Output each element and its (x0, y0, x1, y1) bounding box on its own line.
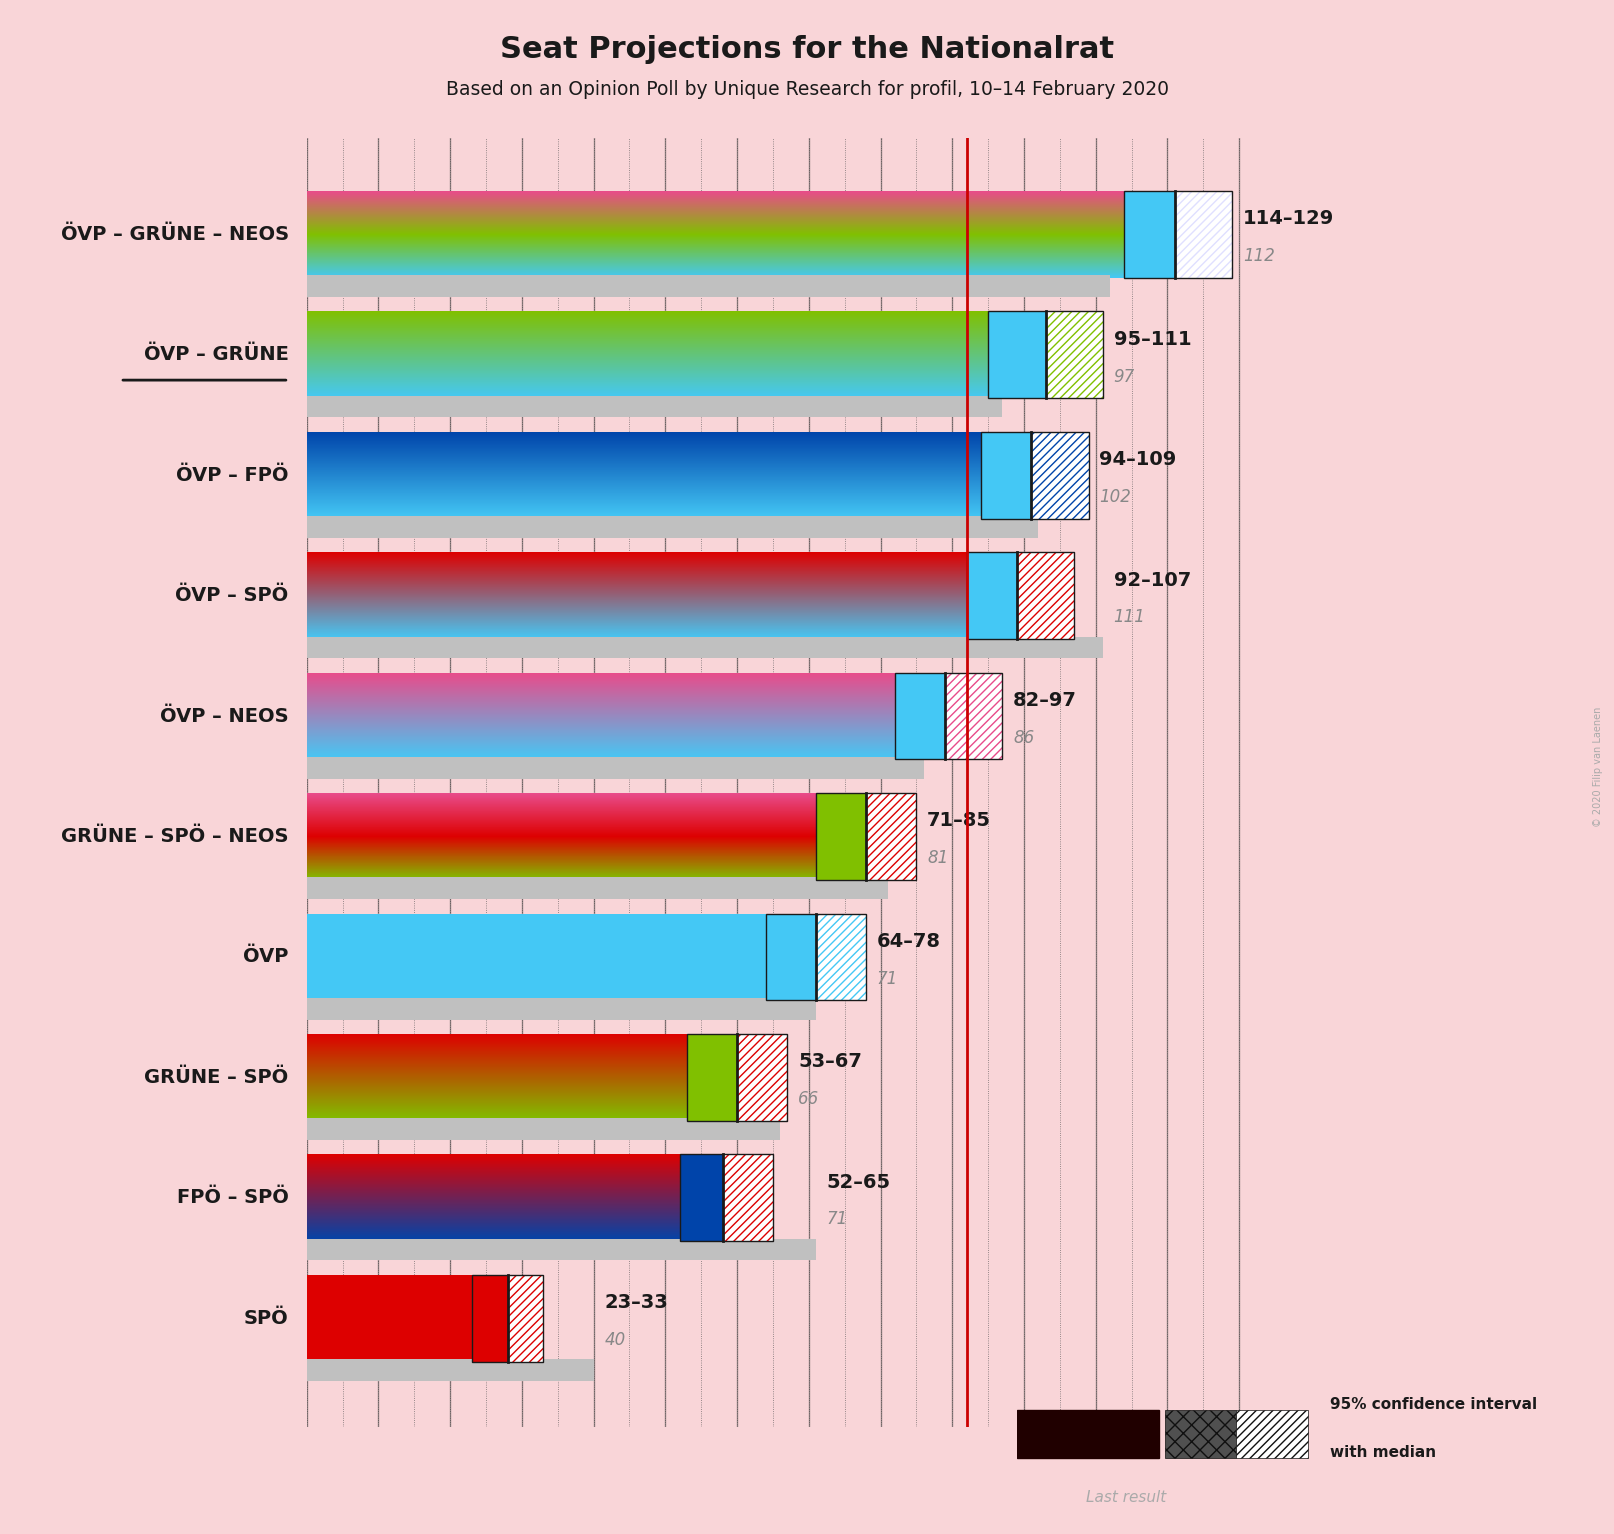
Text: 102: 102 (1099, 488, 1131, 506)
Bar (471, 1275, 507, 1362)
Text: ÖVP – SPÖ: ÖVP – SPÖ (176, 586, 289, 606)
Bar (307, 275, 1110, 298)
Bar (307, 637, 1102, 658)
Text: 94–109: 94–109 (1099, 449, 1177, 469)
Bar (738, 1034, 788, 1121)
Text: Last result: Last result (1086, 1491, 1167, 1505)
Text: GRÜNE – SPÖ – NEOS: GRÜNE – SPÖ – NEOS (61, 827, 289, 847)
Bar (1046, 311, 1102, 399)
Text: 95% confidence interval: 95% confidence interval (1330, 1397, 1537, 1411)
Text: 95–111: 95–111 (1114, 330, 1191, 348)
Text: Seat Projections for the Nationalrat: Seat Projections for the Nationalrat (500, 35, 1114, 64)
Text: © 2020 Filip van Laenen: © 2020 Filip van Laenen (1593, 707, 1603, 827)
Text: ÖVP – NEOS: ÖVP – NEOS (160, 707, 289, 726)
Text: 82–97: 82–97 (1014, 690, 1077, 710)
Bar (471, 1275, 544, 1362)
Bar (307, 999, 817, 1020)
Bar (307, 517, 1038, 538)
Bar (1125, 192, 1175, 278)
Bar (307, 914, 867, 1000)
Text: 52–65: 52–65 (826, 1172, 891, 1192)
Bar (817, 914, 867, 1000)
Bar (967, 552, 1075, 640)
Bar (981, 433, 1088, 518)
Text: FPÖ – SPÖ: FPÖ – SPÖ (178, 1189, 289, 1207)
Bar (988, 311, 1046, 399)
Text: 71–85: 71–85 (926, 811, 991, 830)
Bar (307, 877, 888, 899)
Bar (946, 673, 1002, 759)
Text: 23–33: 23–33 (604, 1293, 668, 1312)
Bar (867, 793, 917, 881)
Bar (1017, 1410, 1159, 1457)
Bar (307, 1359, 594, 1381)
Bar (1031, 433, 1088, 518)
Text: ÖVP – GRÜNE – NEOS: ÖVP – GRÜNE – NEOS (61, 225, 289, 244)
Bar (723, 1155, 773, 1241)
Bar (679, 1155, 723, 1241)
Text: ÖVP – GRÜNE: ÖVP – GRÜNE (144, 345, 289, 365)
Bar (817, 793, 867, 881)
Bar (967, 552, 1017, 640)
Text: 97: 97 (1114, 368, 1135, 385)
Bar (307, 396, 1002, 417)
Text: Based on an Opinion Poll by Unique Research for profil, 10–14 February 2020: Based on an Opinion Poll by Unique Resea… (445, 80, 1169, 98)
Bar (307, 1275, 544, 1362)
Text: 114–129: 114–129 (1243, 209, 1335, 229)
Bar (1165, 1410, 1236, 1457)
Bar (894, 673, 1002, 759)
Bar (688, 1034, 788, 1121)
Text: with median: with median (1330, 1445, 1436, 1460)
Text: 112: 112 (1243, 247, 1275, 265)
Bar (1236, 1410, 1307, 1457)
Text: 40: 40 (604, 1332, 626, 1348)
Text: 53–67: 53–67 (797, 1052, 862, 1071)
Bar (1125, 192, 1231, 278)
Bar (307, 1239, 817, 1261)
Bar (765, 914, 817, 1000)
Text: 71: 71 (826, 1210, 847, 1229)
Bar (307, 758, 923, 779)
Text: 66: 66 (797, 1091, 820, 1108)
Bar (688, 1034, 738, 1121)
Text: 92–107: 92–107 (1114, 571, 1191, 589)
Bar (981, 433, 1031, 518)
Bar (765, 914, 867, 1000)
Bar (988, 311, 1102, 399)
Text: 111: 111 (1114, 609, 1146, 626)
Bar (817, 793, 917, 881)
Bar (679, 1155, 773, 1241)
Bar (307, 1118, 780, 1140)
Text: 81: 81 (926, 850, 949, 867)
Bar (1017, 552, 1075, 640)
Text: SPÖ: SPÖ (244, 1309, 289, 1328)
Text: 64–78: 64–78 (876, 931, 941, 951)
Text: ÖVP – FPÖ: ÖVP – FPÖ (176, 466, 289, 485)
Text: 71: 71 (876, 969, 897, 988)
Bar (894, 673, 946, 759)
Bar (507, 1275, 544, 1362)
Text: ÖVP: ÖVP (244, 948, 289, 966)
Text: 86: 86 (1014, 729, 1035, 747)
Text: GRÜNE – SPÖ: GRÜNE – SPÖ (145, 1068, 289, 1088)
Bar (1175, 192, 1231, 278)
